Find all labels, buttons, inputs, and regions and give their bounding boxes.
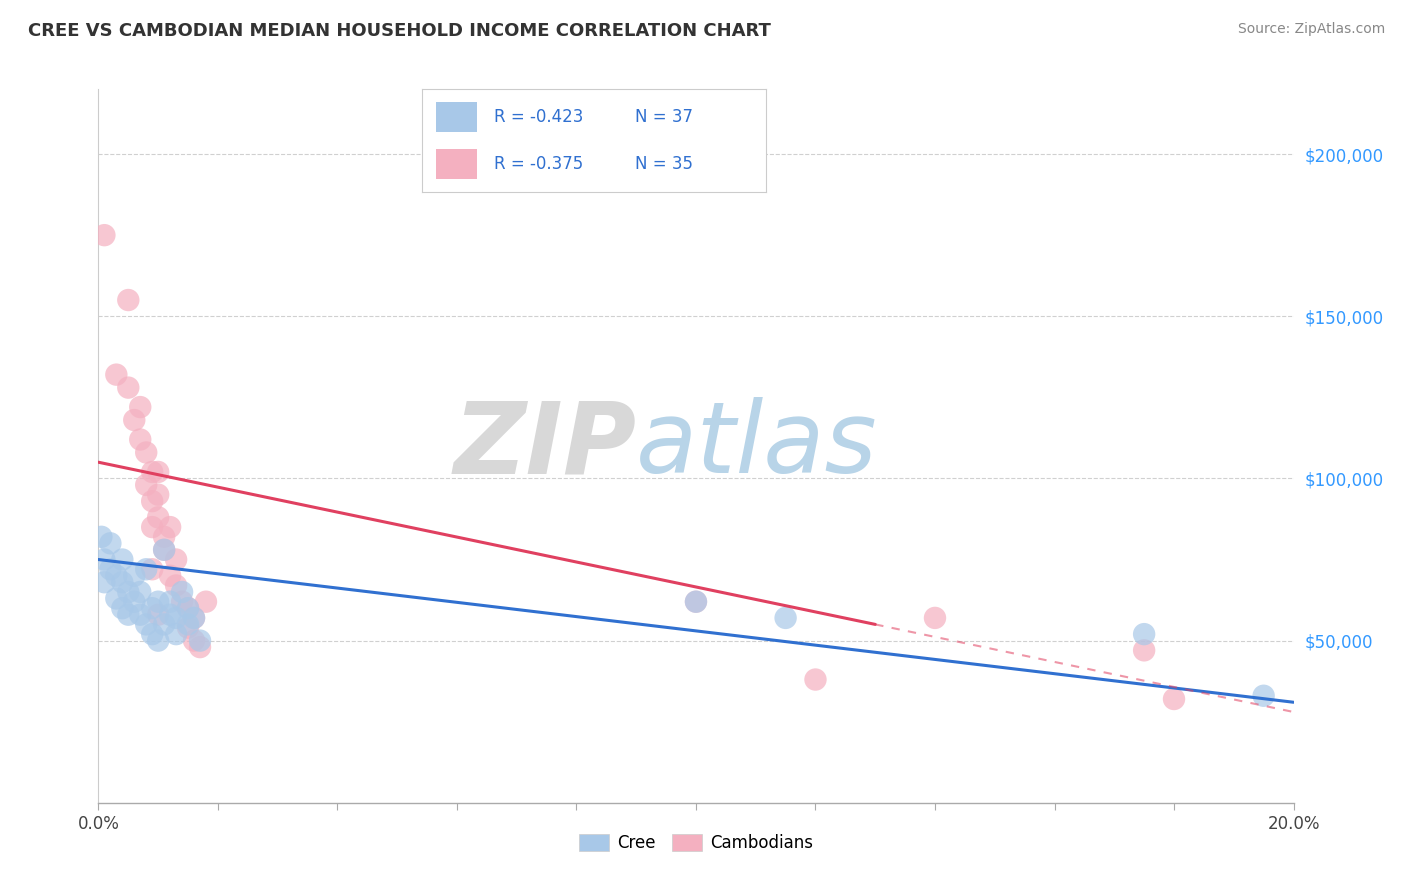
Point	[177, 617, 200, 632]
Point	[93, 575, 115, 590]
Point	[685, 595, 707, 609]
Point	[165, 611, 187, 625]
Point	[159, 595, 181, 609]
Point	[183, 611, 205, 625]
Point	[1133, 643, 1156, 657]
Point	[124, 413, 146, 427]
Point	[111, 601, 134, 615]
Bar	[436, 102, 477, 132]
Text: ZIP: ZIP	[453, 398, 637, 494]
Legend: Cree, Cambodians: Cree, Cambodians	[572, 827, 820, 859]
Text: Source: ZipAtlas.com: Source: ZipAtlas.com	[1237, 22, 1385, 37]
Point	[804, 673, 827, 687]
Point	[98, 562, 122, 576]
Point	[124, 595, 146, 609]
Bar	[436, 149, 477, 179]
Point	[177, 621, 200, 635]
Point	[135, 617, 157, 632]
Point	[153, 542, 176, 557]
Point	[117, 381, 139, 395]
Point	[135, 562, 157, 576]
Point	[93, 228, 115, 243]
Point	[98, 536, 122, 550]
Point	[195, 595, 218, 609]
Point	[105, 368, 128, 382]
Point	[111, 575, 134, 590]
Point	[141, 627, 163, 641]
Point	[177, 601, 200, 615]
Point	[775, 611, 797, 625]
Point	[177, 601, 200, 615]
Point	[117, 293, 139, 307]
Point	[924, 611, 946, 625]
Point	[90, 530, 112, 544]
Point	[188, 640, 211, 654]
Text: N = 37: N = 37	[636, 108, 693, 126]
Point	[159, 607, 181, 622]
Point	[148, 510, 170, 524]
Point	[129, 607, 152, 622]
Point	[148, 607, 170, 622]
Point	[165, 578, 187, 592]
Point	[183, 611, 205, 625]
Point	[93, 552, 115, 566]
Point	[1253, 689, 1275, 703]
Point	[188, 633, 211, 648]
Point	[153, 617, 176, 632]
Point	[159, 520, 181, 534]
Text: CREE VS CAMBODIAN MEDIAN HOUSEHOLD INCOME CORRELATION CHART: CREE VS CAMBODIAN MEDIAN HOUSEHOLD INCOM…	[28, 22, 770, 40]
Point	[117, 607, 139, 622]
Point	[141, 601, 163, 615]
Point	[105, 568, 128, 582]
Text: atlas: atlas	[637, 398, 877, 494]
Point	[105, 591, 128, 606]
Point	[172, 585, 194, 599]
Point	[141, 465, 163, 479]
Point	[141, 562, 163, 576]
Point	[165, 627, 187, 641]
Point	[129, 433, 152, 447]
Text: N = 35: N = 35	[636, 155, 693, 173]
Point	[148, 633, 170, 648]
Point	[685, 595, 707, 609]
Point	[141, 494, 163, 508]
Text: R = -0.423: R = -0.423	[494, 108, 583, 126]
Point	[172, 595, 194, 609]
Point	[141, 520, 163, 534]
Point	[159, 568, 181, 582]
Point	[165, 552, 187, 566]
Point	[124, 568, 146, 582]
Point	[148, 465, 170, 479]
Text: R = -0.375: R = -0.375	[494, 155, 583, 173]
Point	[148, 488, 170, 502]
Point	[129, 585, 152, 599]
Point	[1133, 627, 1156, 641]
Point	[135, 478, 157, 492]
Point	[153, 542, 176, 557]
Point	[148, 595, 170, 609]
Point	[135, 445, 157, 459]
Point	[129, 400, 152, 414]
Point	[153, 530, 176, 544]
Point	[117, 585, 139, 599]
Point	[111, 552, 134, 566]
Point	[183, 633, 205, 648]
Point	[1163, 692, 1185, 706]
